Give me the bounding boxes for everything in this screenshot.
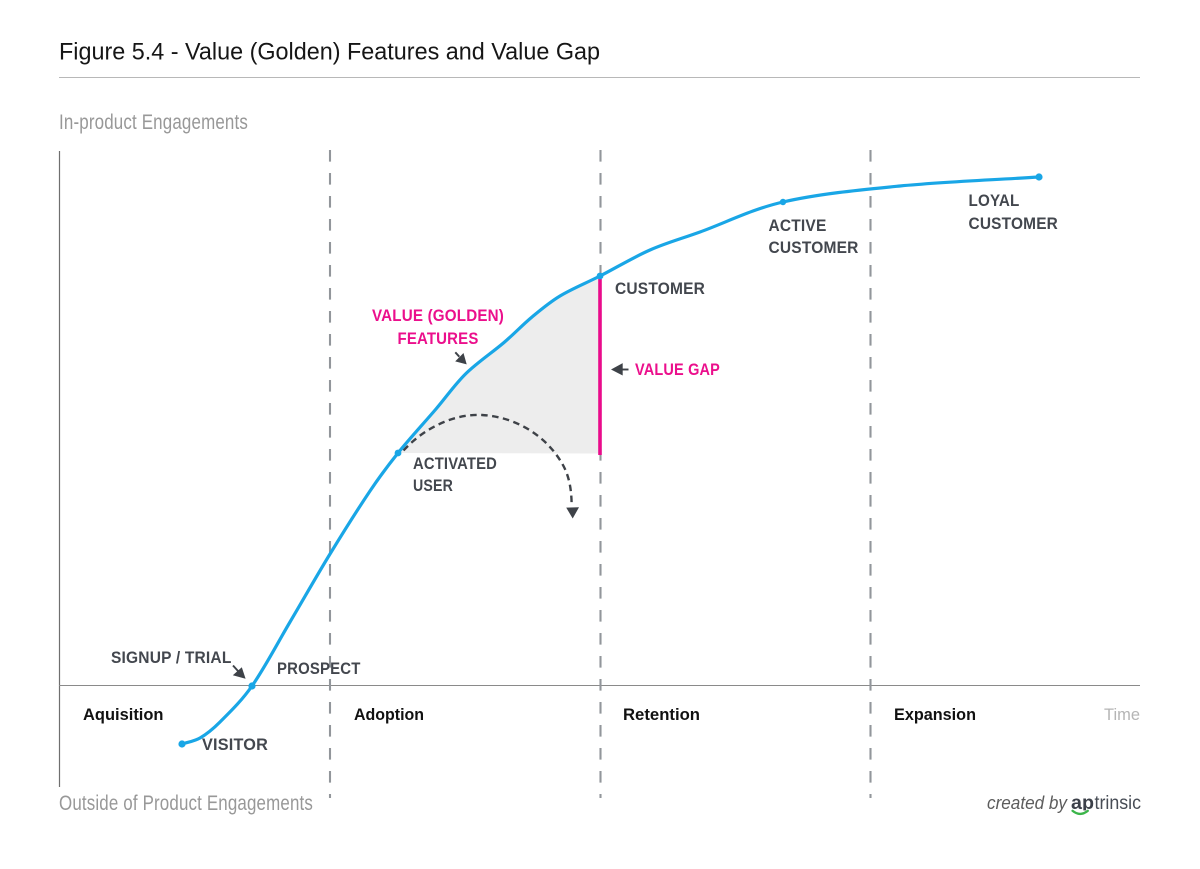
svg-text:USER: USER — [413, 476, 453, 495]
svg-text:VALUE (GOLDEN): VALUE (GOLDEN) — [372, 306, 504, 325]
svg-text:LOYAL: LOYAL — [969, 191, 1020, 210]
svg-text:CUSTOMER: CUSTOMER — [615, 279, 705, 298]
svg-text:ACTIVE: ACTIVE — [769, 216, 827, 235]
svg-text:Retention: Retention — [623, 705, 700, 724]
svg-text:trinsic: trinsic — [1095, 793, 1142, 814]
svg-text:Figure 5.4 - Value (Golden) Fe: Figure 5.4 - Value (Golden) Features and… — [59, 39, 600, 66]
svg-text:VALUE GAP: VALUE GAP — [635, 360, 720, 379]
svg-text:SIGNUP / TRIAL: SIGNUP / TRIAL — [111, 648, 232, 667]
svg-text:ACTIVATED: ACTIVATED — [413, 454, 497, 473]
svg-text:Expansion: Expansion — [894, 705, 976, 724]
svg-text:Aquisition: Aquisition — [83, 705, 164, 724]
svg-text:PROSPECT: PROSPECT — [277, 659, 361, 678]
svg-text:Adoption: Adoption — [354, 705, 424, 724]
svg-text:Outside of Product Engagements: Outside of Product Engagements — [59, 792, 313, 815]
svg-text:ap: ap — [1071, 793, 1094, 814]
svg-text:created by: created by — [987, 793, 1068, 813]
svg-text:Time: Time — [1104, 705, 1140, 724]
svg-text:CUSTOMER: CUSTOMER — [969, 214, 1059, 233]
svg-text:FEATURES: FEATURES — [398, 329, 479, 348]
svg-text:VISITOR: VISITOR — [202, 735, 268, 754]
svg-text:CUSTOMER: CUSTOMER — [769, 238, 859, 257]
svg-text:In-product Engagements: In-product Engagements — [59, 111, 248, 134]
